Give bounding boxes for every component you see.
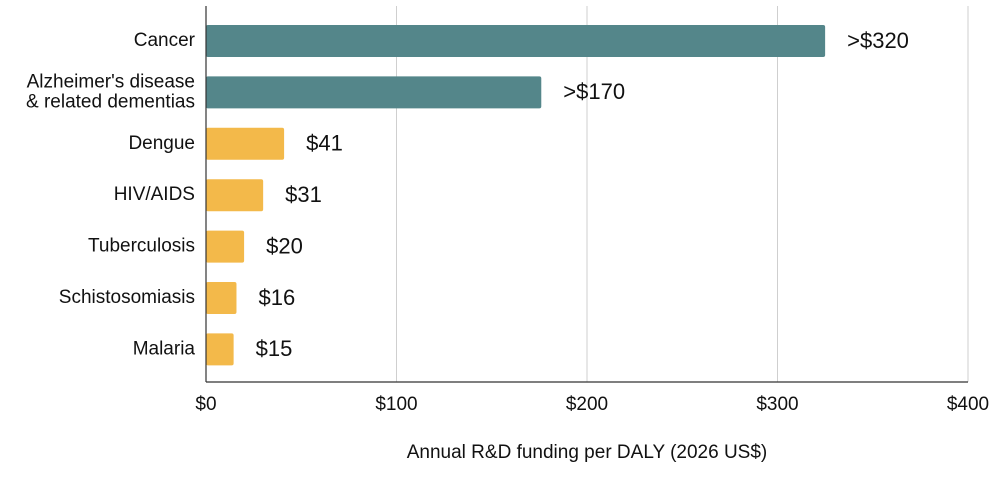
x-tick-label-4: $400 (947, 394, 989, 415)
bar-3 (206, 179, 264, 212)
category-label-3: HIV/AIDS (114, 184, 195, 205)
category-label-2: Dengue (128, 133, 195, 154)
data-label-3: $31 (285, 182, 322, 207)
bar-4 (206, 230, 245, 263)
bar-1 (206, 76, 542, 109)
gridlines (396, 6, 969, 382)
bar-2 (206, 127, 285, 160)
x-tick-label-3: $300 (756, 394, 798, 415)
data-label-0: >$320 (847, 28, 909, 53)
bar-5 (206, 282, 237, 314)
data-label-6: $15 (256, 336, 293, 361)
data-label-2: $41 (306, 131, 343, 156)
category-label-4: Tuberculosis (88, 236, 195, 257)
bar-0 (206, 25, 826, 57)
x-tick-label-2: $200 (566, 394, 608, 415)
x-tick-labels: $0 $100 $200 $300 $400 (195, 394, 989, 415)
x-axis-title: Annual R&D funding per DALY (2026 US$) (407, 442, 768, 463)
bar-6 (206, 333, 234, 366)
category-label-0: Cancer (134, 30, 196, 51)
category-label-1: Alzheimer's disease & related dementias (26, 71, 195, 112)
x-tick-label-1: $100 (375, 394, 417, 415)
data-labels: >$320 >$170 $41 $31 $20 $16 $15 (256, 28, 909, 361)
bars (206, 25, 826, 366)
category-labels: Cancer Alzheimer's disease & related demen… (26, 30, 196, 359)
data-label-5: $16 (258, 285, 295, 310)
category-label-5: Schistosomiasis (59, 287, 195, 308)
data-label-4: $20 (266, 233, 303, 258)
data-label-1: >$170 (563, 79, 625, 104)
x-tick-label-0: $0 (195, 394, 216, 415)
category-label-6: Malaria (133, 338, 196, 359)
